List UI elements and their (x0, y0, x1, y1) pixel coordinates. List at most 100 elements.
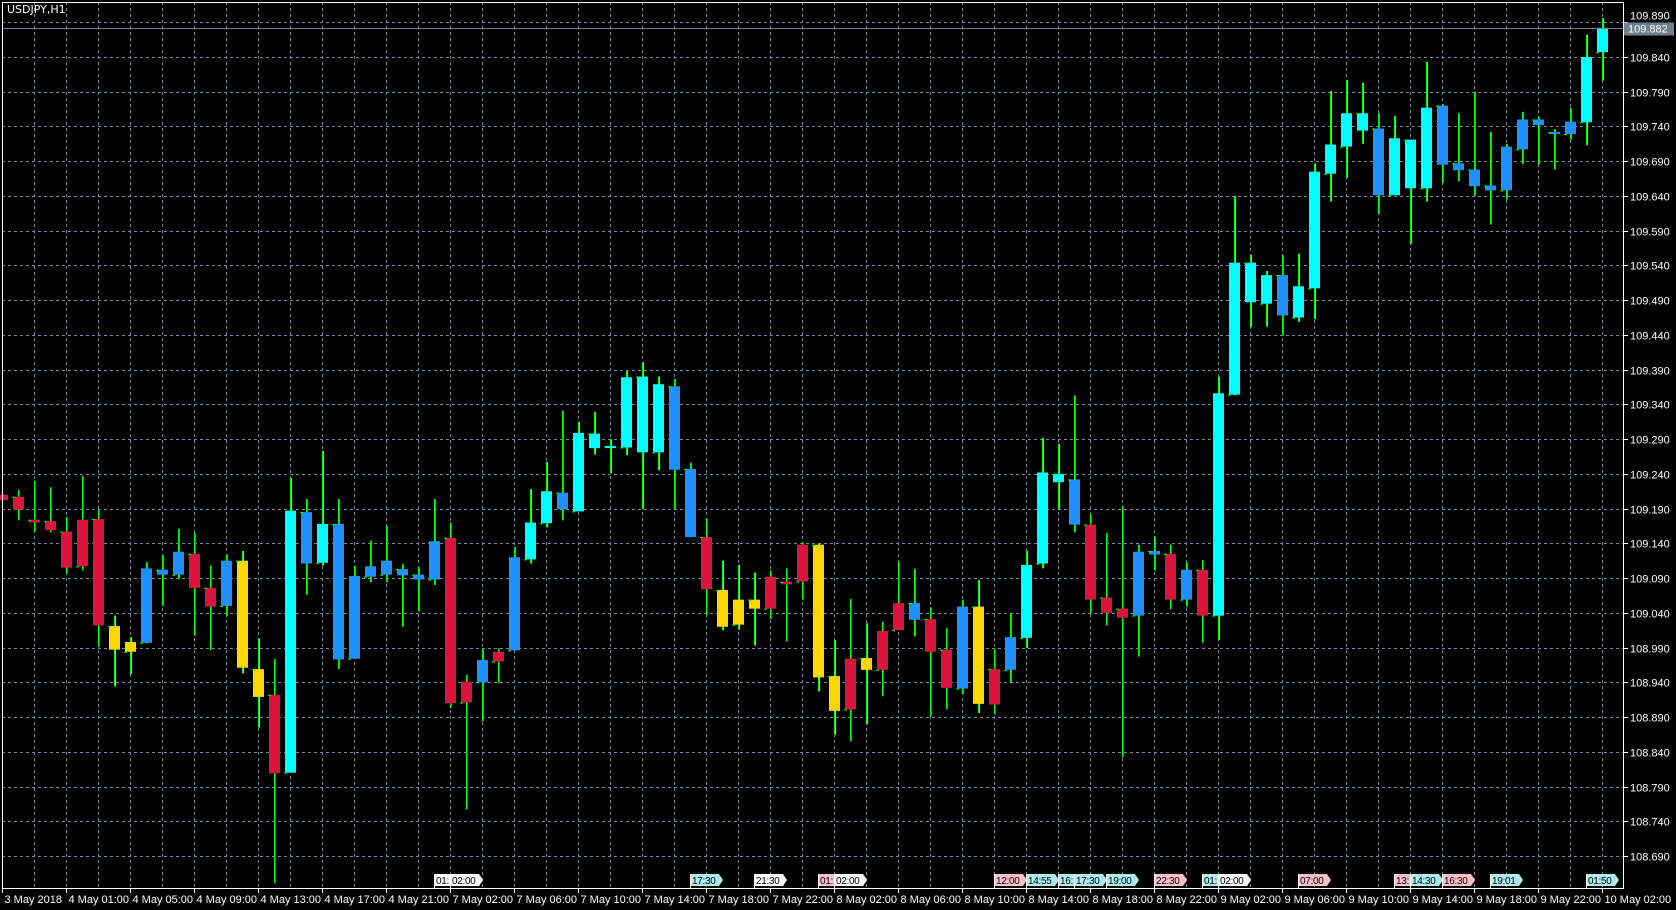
candle-open-mark (1564, 134, 1567, 136)
candle-body (1245, 262, 1256, 303)
candle (1100, 532, 1112, 626)
candle-open-mark (1100, 597, 1103, 599)
candle-open-mark (220, 605, 223, 607)
candle-body (381, 560, 392, 575)
candle-body (1149, 551, 1160, 555)
candle (1244, 255, 1256, 328)
candle-open-mark (316, 562, 319, 564)
candle-open-mark (1596, 52, 1599, 54)
candle-open-mark (204, 587, 207, 589)
candle (732, 564, 744, 630)
time-tick-label: 8 May 14:00 (1029, 894, 1090, 906)
price-tick-label: 109.390 (1630, 366, 1670, 378)
session-tag-text: 16: (1060, 876, 1073, 887)
price-tick-label: 108.740 (1630, 817, 1670, 829)
candle (60, 516, 72, 574)
candle-body (397, 569, 408, 576)
candle-open-mark (540, 523, 543, 525)
session-tag-shape (1107, 874, 1139, 886)
candle (988, 648, 1000, 715)
candle (940, 628, 952, 710)
price-tick-label: 109.040 (1630, 609, 1670, 621)
candle (1452, 113, 1464, 182)
session-tag-text: 17:30 (1076, 876, 1100, 887)
candle-open-mark (172, 574, 175, 576)
candle-body (1213, 393, 1224, 616)
candle-body (413, 574, 424, 580)
candle-open-mark (892, 630, 895, 632)
candle-wick-shadow (467, 674, 468, 810)
candle-body (1501, 146, 1512, 191)
price-tick-label: 109.290 (1630, 435, 1670, 447)
candle-wick-shadow (323, 450, 324, 566)
candle (652, 376, 664, 471)
candle-open-mark (348, 658, 351, 660)
price-axis[interactable]: 109.890 109.840 109.790 109.740 109.690 109.6… (1623, 11, 1670, 864)
candle-open-mark (396, 569, 399, 571)
candle-body (1357, 113, 1368, 131)
candle-body (637, 376, 648, 453)
candle-body (605, 446, 616, 449)
candle (332, 498, 344, 670)
session-tag-text: 19:00 (1108, 876, 1132, 887)
candle-wick-shadow (371, 540, 372, 583)
time-axis[interactable]: 3 May 2018 4 May 01:00 4 May 05:00 4 May 09… (2, 888, 1672, 906)
candle-open-mark (1324, 173, 1327, 175)
candle (796, 541, 808, 600)
price-tick-label: 109.140 (1630, 539, 1670, 551)
candle-wick (114, 615, 115, 687)
candle-open-mark (860, 658, 863, 660)
candle (364, 540, 376, 583)
candle (1356, 82, 1368, 144)
candle-body (477, 660, 488, 683)
candle-body (1197, 569, 1208, 616)
candle-body (141, 568, 152, 643)
candle-wick (34, 480, 35, 533)
price-tick-label: 108.690 (1630, 852, 1670, 864)
session-tag-shape (1219, 874, 1251, 886)
session-tag-shape (1491, 874, 1523, 886)
candle (1340, 79, 1352, 178)
candle-open-mark (1164, 553, 1167, 555)
session-tag-text: 14:55 (1028, 876, 1052, 887)
candle-open-mark (876, 669, 879, 671)
candle-open-mark (1436, 105, 1439, 107)
candle-body (1101, 597, 1112, 613)
candle (1420, 61, 1432, 202)
candle (76, 475, 88, 571)
candle-open-mark (60, 531, 63, 533)
candle-body (1293, 286, 1304, 318)
candle-open-mark (1548, 132, 1551, 134)
candle-open-mark (732, 624, 735, 626)
candle (1276, 255, 1288, 336)
candle (620, 371, 632, 456)
price-tick-label: 109.890 (1630, 11, 1670, 23)
candle (444, 522, 456, 709)
price-tick-label: 109.440 (1630, 331, 1670, 343)
candle (220, 554, 232, 617)
candle-body (1053, 473, 1064, 483)
candle-body (685, 469, 696, 538)
candle (268, 658, 280, 884)
candle-wick-shadow (1123, 505, 1124, 758)
candle-body (653, 384, 664, 453)
candle (188, 532, 200, 636)
session-tag: 01:50 (1586, 874, 1619, 888)
session-tag: 14:55 (1026, 874, 1059, 888)
candle-wick (930, 607, 931, 717)
session-tag-text: 02:00 (452, 876, 476, 887)
candle (908, 569, 920, 637)
candle-open-mark (156, 569, 159, 571)
candle-body (461, 681, 472, 703)
candle (844, 598, 856, 742)
candle-open-mark (300, 512, 303, 514)
session-tag-shape (1155, 874, 1187, 886)
candle-wick (498, 648, 499, 684)
candle-body (701, 537, 712, 590)
session-tag-shape (451, 874, 483, 886)
candle-open-mark (428, 579, 431, 581)
candle-open-mark (412, 574, 415, 576)
candle (780, 568, 792, 642)
candle-body (1453, 163, 1464, 171)
